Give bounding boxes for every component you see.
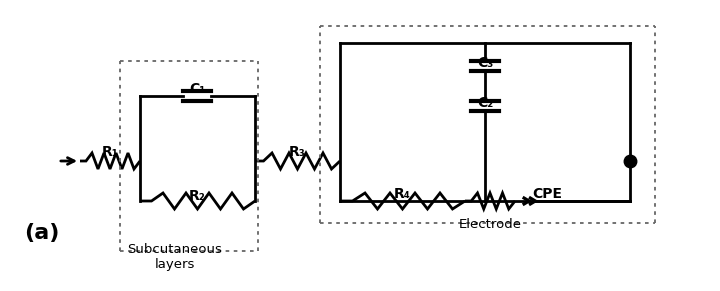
Text: CPE: CPE: [533, 187, 562, 201]
Text: Electrode: Electrode: [459, 218, 521, 231]
Text: R₁: R₁: [102, 145, 118, 159]
Text: R₂: R₂: [189, 189, 206, 203]
Text: R₄: R₄: [394, 187, 411, 201]
Text: Subcutaneous
layers: Subcutaneous layers: [127, 243, 222, 271]
Text: (a): (a): [24, 223, 60, 243]
Text: C₂: C₂: [477, 96, 493, 110]
Text: C₃: C₃: [477, 56, 493, 70]
Text: R₃: R₃: [289, 145, 306, 159]
Text: C₁: C₁: [189, 82, 205, 96]
